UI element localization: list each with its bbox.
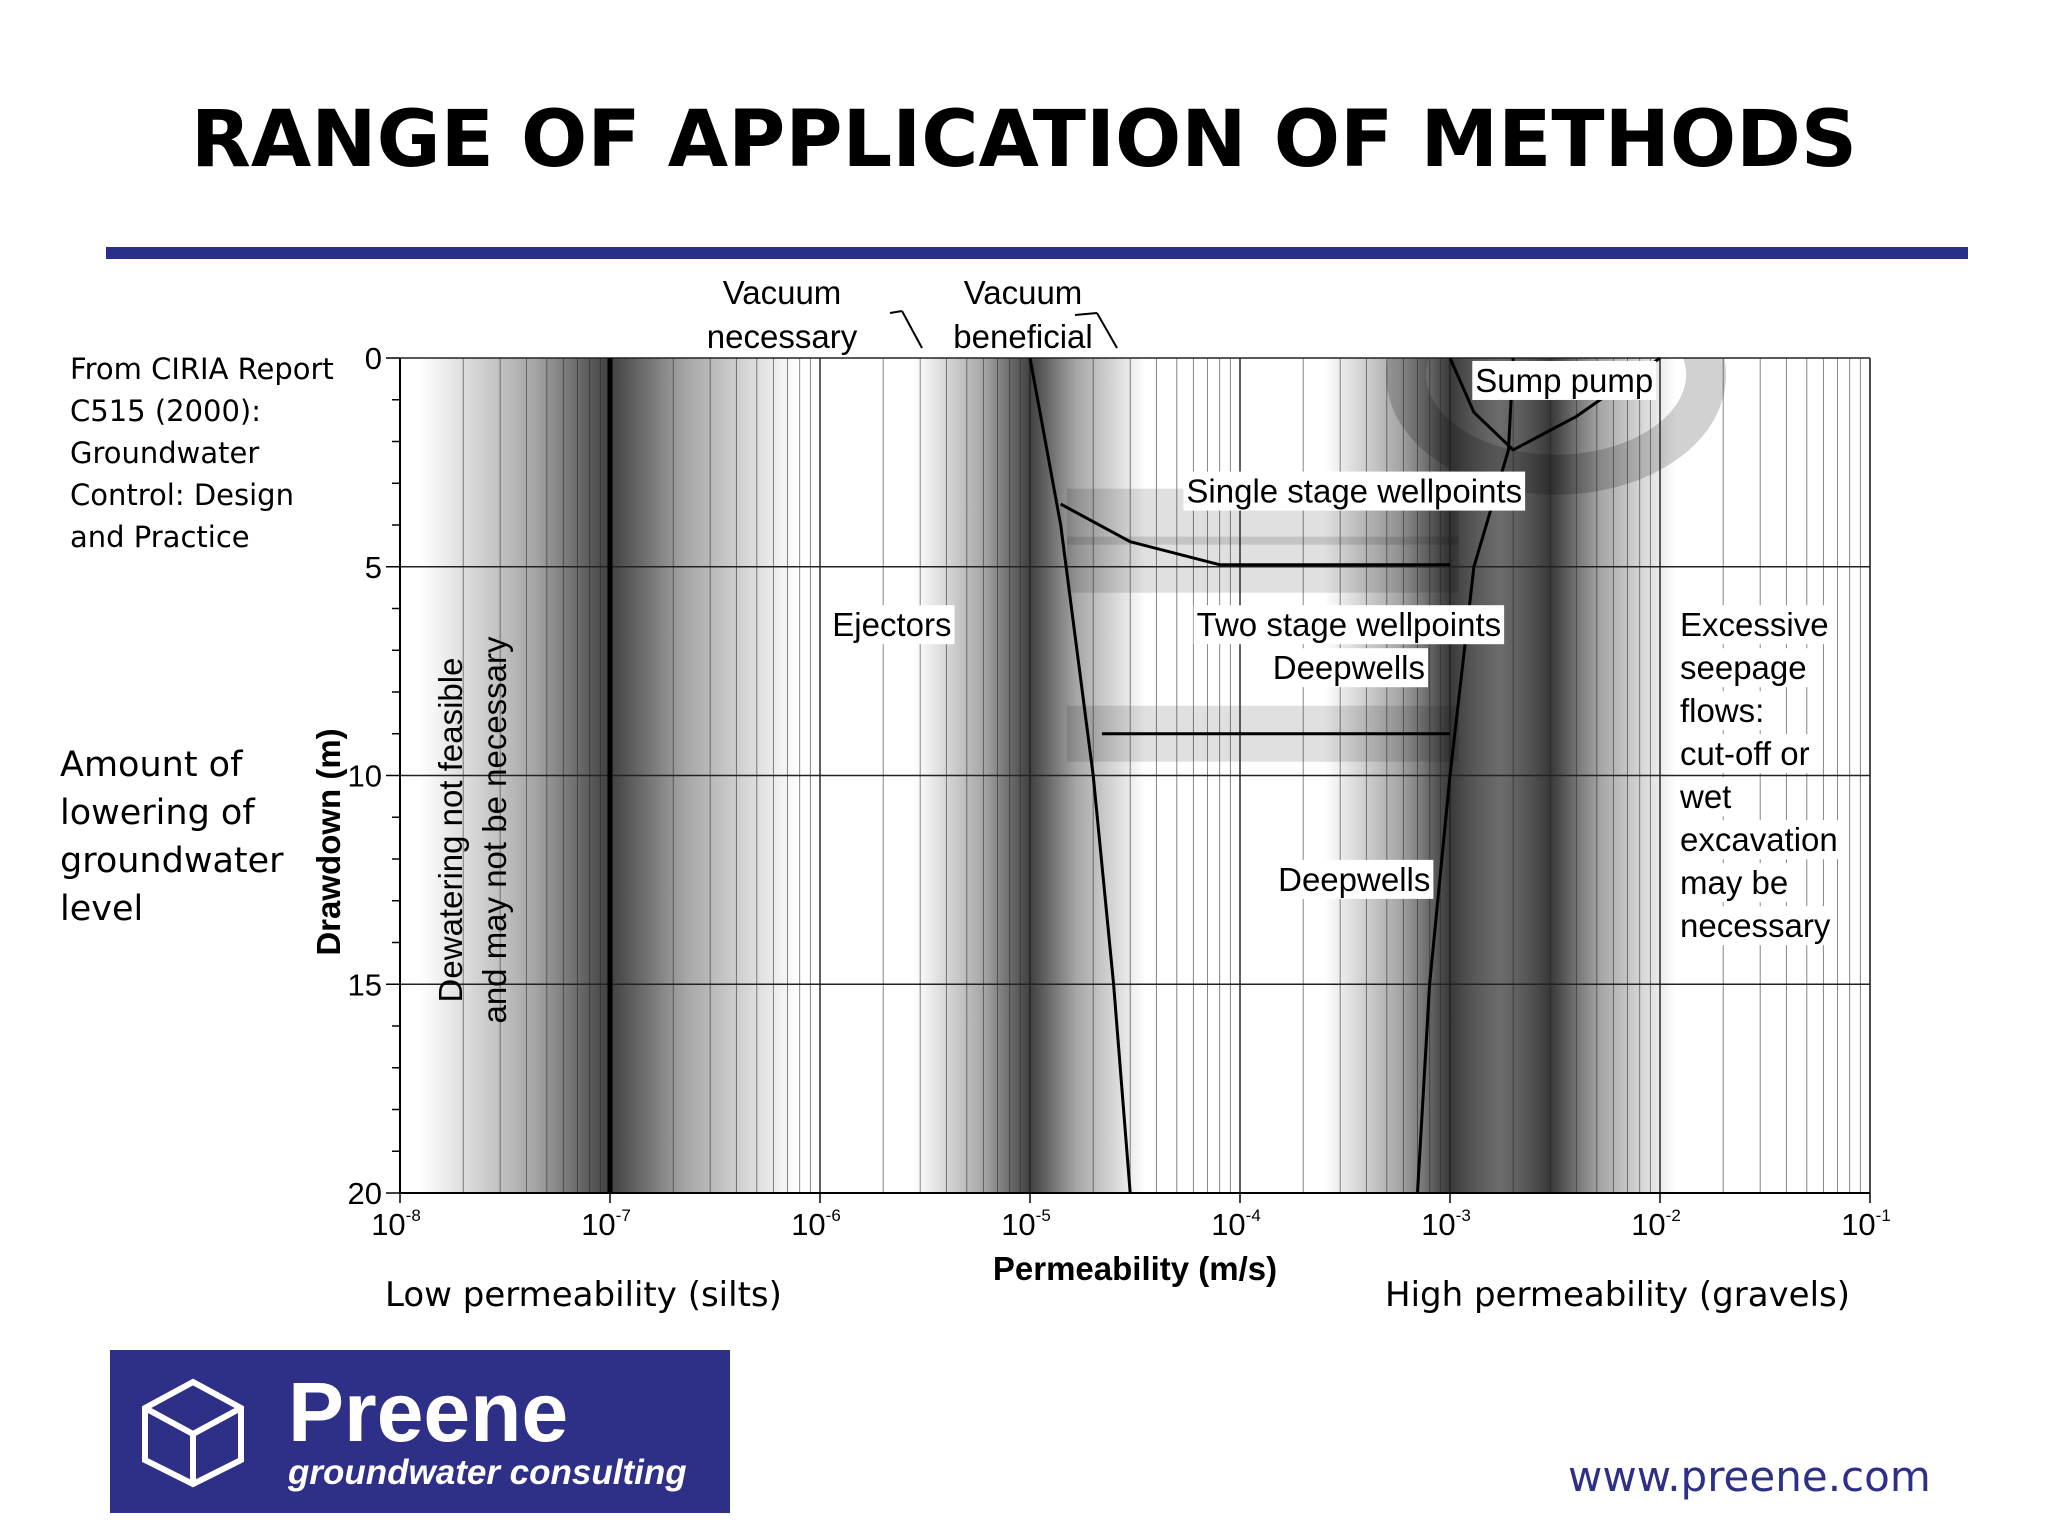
- region-label: wet: [1679, 778, 1731, 815]
- x-tick-label: 10-2: [1631, 1206, 1681, 1242]
- vertical-region-label: Dewatering not feasible: [432, 658, 469, 1003]
- boundary-upper-limit: [1416, 357, 1515, 1194]
- y-tick-label: 15: [348, 967, 382, 1002]
- high-permeability-note: High permeability (gravels): [1385, 1275, 1851, 1315]
- region-label-bg: [829, 605, 955, 645]
- source-line: Control: Design: [70, 478, 294, 512]
- boundary-curves: [607, 356, 1661, 1194]
- vacuum-arrow: [901, 310, 923, 349]
- source-line: and Practice: [70, 520, 250, 554]
- y-tick-label: 0: [365, 341, 382, 376]
- region-label-bg: [1677, 906, 1834, 946]
- logo-tagline: groundwater consulting: [288, 1453, 687, 1492]
- logo-name: Preene: [288, 1365, 569, 1459]
- x-tick-label: 10-7: [581, 1206, 631, 1242]
- vacuum-arrow: [1074, 312, 1098, 316]
- region-label: excavation: [1680, 821, 1838, 858]
- boundary-ejector-limit: [1028, 357, 1132, 1194]
- region-label: Excessive: [1680, 606, 1829, 643]
- region-label-bg: [1677, 734, 1813, 774]
- source-line: C515 (2000):: [70, 394, 262, 428]
- x-tick-label: 10-8: [371, 1206, 421, 1242]
- vertical-region-label: and may not be necessary: [476, 636, 513, 1024]
- region-label-bg: [1677, 863, 1792, 903]
- region-label-bg: [1183, 471, 1526, 511]
- preene-logo[interactable]: Preene groundwater consulting: [110, 1350, 730, 1513]
- region-label-bg: [1269, 648, 1429, 688]
- y-tick-label: 5: [365, 550, 382, 585]
- slide-title: RANGE OF APPLICATION OF METHODS: [190, 95, 1858, 185]
- region-label: Sump pump: [1475, 362, 1653, 399]
- y-axis-title: Drawdown (m): [310, 728, 347, 955]
- region-label: Deepwells: [1273, 649, 1425, 686]
- region-label: Deepwells: [1278, 861, 1430, 898]
- vacuum-label: Vacuum: [964, 274, 1083, 311]
- region-label: seepage: [1680, 649, 1807, 686]
- region-label: Two stage wellpoints: [1197, 606, 1502, 643]
- region-label: Ejectors: [832, 606, 951, 643]
- y-annotation-line: lowering of: [60, 793, 255, 833]
- boundary-single-stage-lower: [1059, 502, 1450, 567]
- region-label-bg: [1275, 859, 1434, 899]
- low-permeability-note: Low permeability (silts): [385, 1275, 782, 1315]
- region-labels: Ejectors Single stage wellpoints Two stage…: [432, 274, 1841, 1024]
- y-tick-label: 10: [348, 759, 382, 794]
- y-annotation-line: Amount of: [60, 745, 243, 785]
- source-line: From CIRIA Report: [70, 352, 334, 386]
- x-tick-label: 10-4: [1211, 1206, 1261, 1242]
- region-label-bg: [1677, 820, 1841, 860]
- region-label-bg: [1677, 691, 1768, 731]
- region-label: Single stage wellpoints: [1186, 473, 1522, 510]
- region-label-bg: [1193, 605, 1505, 645]
- y-annotation: Amount of lowering of groundwater level: [60, 741, 320, 933]
- x-tick-label: 10-1: [1841, 1206, 1891, 1242]
- y-annotation-line: groundwater: [60, 841, 284, 881]
- region-label-bg: [1677, 648, 1810, 688]
- region-label: necessary: [1680, 907, 1831, 944]
- y-tick-label: 20: [348, 1176, 382, 1211]
- region-label-bg: [1677, 605, 1832, 645]
- source-note: From CIRIA Report C515 (2000): Groundwat…: [70, 348, 340, 558]
- x-tick-label: 10-6: [791, 1206, 841, 1242]
- cube-icon: [142, 1378, 244, 1488]
- vacuum-label: necessary: [707, 318, 858, 355]
- y-annotation-line: level: [60, 889, 144, 929]
- x-tick-label: 10-5: [1001, 1206, 1051, 1242]
- region-label-bg: [1472, 360, 1657, 400]
- region-label-bg: [1676, 777, 1735, 817]
- vacuum-arrow: [1096, 312, 1118, 349]
- vacuum-label: Vacuum: [723, 274, 842, 311]
- website-link[interactable]: www.preene.com: [1568, 1452, 1931, 1501]
- region-label: flows:: [1680, 692, 1764, 729]
- x-axis-title: Permeability (m/s): [993, 1250, 1277, 1287]
- region-label: cut-off or: [1680, 735, 1810, 772]
- vacuum-arrow: [889, 310, 903, 314]
- source-line: Groundwater: [70, 436, 260, 470]
- region-label: may be: [1680, 864, 1788, 901]
- title-divider: [106, 247, 1968, 259]
- vacuum-label: beneficial: [953, 318, 1092, 355]
- x-tick-label: 10-3: [1421, 1206, 1471, 1242]
- shade-band: [1386, 358, 1727, 495]
